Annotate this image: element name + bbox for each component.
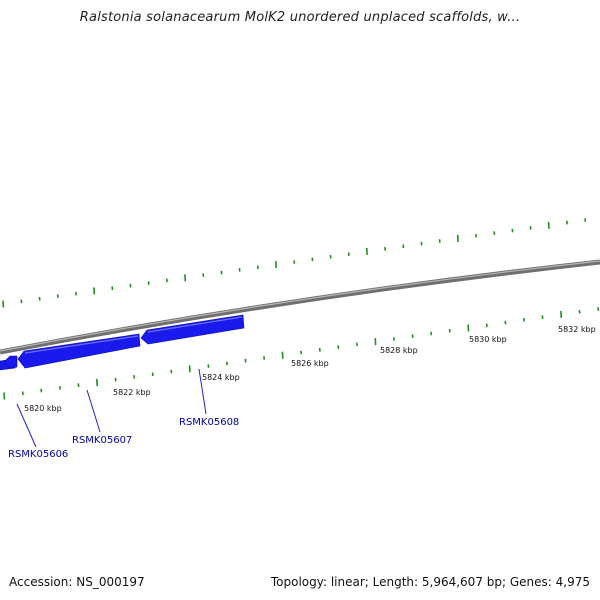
accession-label: Accession: NS_000197	[9, 575, 145, 589]
scale-label: 5820 kbp	[24, 404, 62, 413]
gene-label-rsmk05608[interactable]: RSMK05608	[179, 417, 239, 428]
gene-arrow-rsmk05606[interactable]	[3, 355, 18, 369]
topology-summary: Topology: linear; Length: 5,964,607 bp; …	[270, 575, 590, 589]
scale-labels: 5820 kbp 5822 kbp 5824 kbp 5826 kbp 5828…	[24, 325, 596, 413]
inner-tick-track	[3, 307, 600, 400]
scale-label: 5832 kbp	[558, 325, 596, 334]
leader-line-rsmk05607	[86, 389, 101, 433]
leader-line-rsmk05606	[16, 403, 37, 448]
gene-label-rsmk05606[interactable]: RSMK05606	[8, 449, 68, 460]
scale-label: 5824 kbp	[202, 373, 240, 382]
gene-arrow-rsmk05607[interactable]	[17, 333, 141, 369]
gene-label-leaders	[16, 368, 207, 448]
outer-tick-track	[2, 218, 587, 308]
leader-line-rsmk05608	[198, 368, 207, 415]
scale-label: 5826 kbp	[291, 359, 329, 368]
gene-highlight	[24, 316, 243, 354]
gene-label-rsmk05607[interactable]: RSMK05607	[72, 435, 132, 446]
gene-track	[0, 314, 245, 371]
scale-label: 5830 kbp	[469, 335, 507, 344]
gene-arrow-rsmk05608[interactable]	[140, 314, 245, 345]
scale-label: 5828 kbp	[380, 346, 418, 355]
map-title: Ralstonia solanacearum MolK2 unordered u…	[79, 10, 521, 25]
sequence-backbone	[0, 259, 600, 355]
gene-labels: RSMK05606 RSMK05607 RSMK05608	[8, 417, 239, 460]
sequence-backbone-highlight	[0, 260, 600, 352]
scale-label: 5822 kbp	[113, 388, 151, 397]
